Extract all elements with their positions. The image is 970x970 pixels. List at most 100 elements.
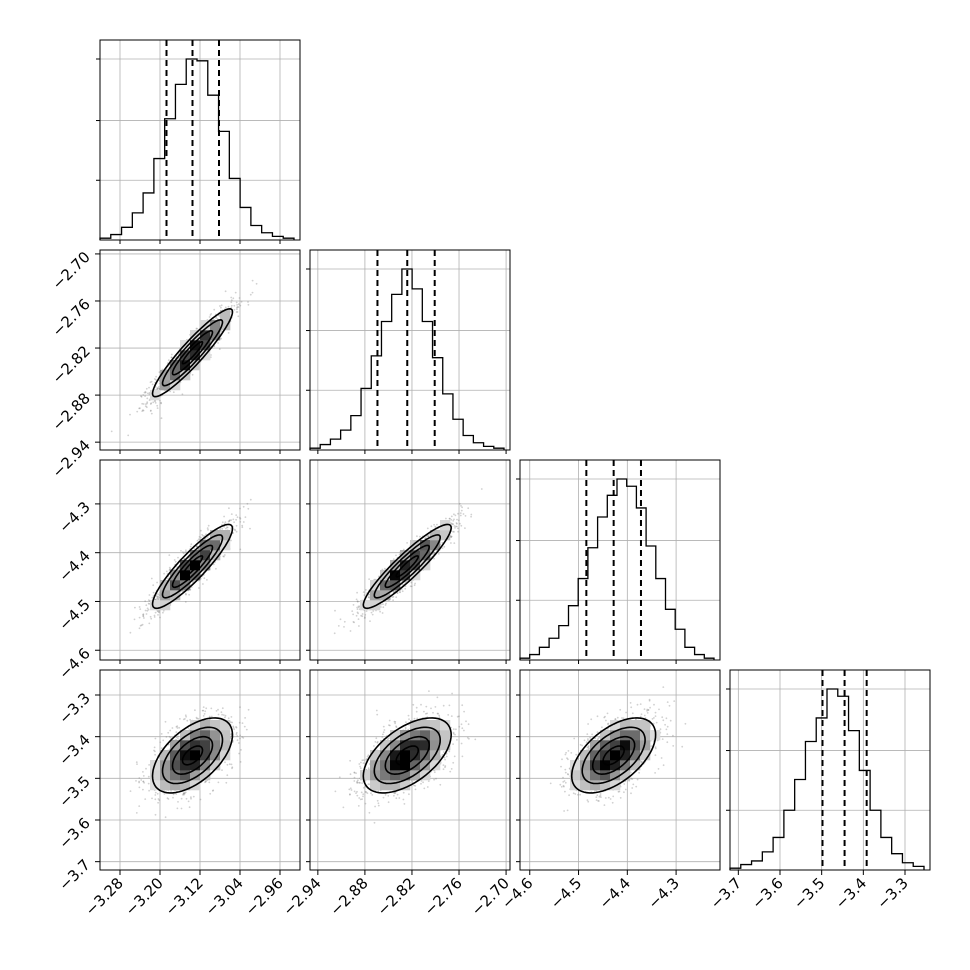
- scatter-point: [365, 589, 367, 591]
- scatter-point: [144, 390, 147, 393]
- scatter-point: [177, 556, 179, 559]
- scatter-point: [459, 522, 461, 525]
- scatter-point: [245, 728, 248, 731]
- scatter-point: [433, 523, 435, 526]
- scatter-point: [249, 498, 252, 501]
- scatter-point: [459, 512, 462, 514]
- scatter-point: [144, 391, 147, 394]
- scatter-point: [236, 311, 239, 313]
- scatter-point: [362, 591, 365, 593]
- scatter-point: [162, 609, 165, 612]
- scatter-point: [391, 596, 394, 598]
- scatter-point: [158, 387, 161, 390]
- scatter-point: [215, 710, 218, 712]
- scatter-point: [152, 584, 155, 587]
- scatter-point: [170, 353, 173, 356]
- scatter-point: [399, 591, 401, 593]
- scatter-point: [457, 530, 459, 533]
- scatter-point: [449, 517, 451, 520]
- scatter-point: [349, 630, 352, 632]
- scatter-point: [146, 401, 149, 404]
- scatter-point: [201, 533, 204, 536]
- scatter-point: [188, 593, 191, 596]
- scatter-point: [247, 507, 250, 510]
- scatter-point: [460, 524, 463, 527]
- scatter-point: [357, 618, 360, 620]
- scatter-point: [153, 614, 156, 617]
- scatter-point: [144, 798, 147, 800]
- scatter-point: [158, 611, 160, 614]
- scatter-point: [337, 625, 340, 627]
- density-bin: [150, 390, 161, 401]
- scatter-point: [230, 513, 233, 515]
- scatter-point: [235, 301, 238, 304]
- scatter-point: [155, 598, 158, 600]
- contour-level-0: [181, 341, 204, 365]
- scatter-point: [232, 725, 235, 728]
- scatter-point: [165, 736, 168, 738]
- scatter-point: [381, 612, 384, 614]
- scatter-point: [145, 403, 147, 405]
- scatter-point: [138, 616, 141, 619]
- scatter-point: [203, 713, 206, 715]
- scatter-point: [454, 527, 456, 529]
- scatter-point: [434, 525, 437, 528]
- scatter-point: [228, 520, 231, 522]
- scatter-point: [156, 609, 159, 612]
- scatter-point: [156, 596, 159, 599]
- scatter-point: [134, 606, 136, 609]
- scatter-point: [230, 716, 233, 718]
- scatter-point: [213, 308, 216, 311]
- scatter-point: [242, 521, 245, 523]
- scatter-point: [234, 291, 237, 294]
- scatter-point: [223, 515, 226, 518]
- scatter-point: [168, 569, 171, 572]
- scatter-point: [212, 563, 215, 566]
- scatter-point: [148, 393, 151, 396]
- scatter-point: [357, 612, 359, 615]
- scatter-point: [218, 348, 221, 350]
- scatter-point: [235, 518, 238, 521]
- scatter-point: [226, 763, 229, 766]
- scatter-point: [220, 337, 223, 340]
- scatter-point: [364, 614, 367, 616]
- scatter-point: [239, 548, 242, 551]
- scatter-point: [247, 301, 249, 303]
- scatter-point: [367, 596, 370, 599]
- scatter-point: [237, 306, 240, 308]
- scatter-point: [239, 521, 242, 523]
- scatter-point: [196, 327, 199, 330]
- scatter-point: [149, 403, 152, 405]
- scatter-point: [372, 610, 375, 612]
- scatter-point: [244, 516, 247, 518]
- scatter-point: [142, 615, 145, 618]
- scatter-point: [239, 507, 241, 510]
- scatter-point: [159, 616, 161, 619]
- scatter-point: [238, 742, 240, 744]
- scatter-point: [470, 515, 472, 518]
- scatter-point: [129, 790, 132, 792]
- scatter-point: [242, 505, 245, 508]
- scatter-point: [246, 502, 249, 505]
- scatter-point: [156, 595, 159, 598]
- scatter-point: [410, 585, 413, 588]
- scatter-point: [379, 610, 381, 613]
- scatter-point: [175, 731, 178, 733]
- density-bin: [180, 350, 191, 361]
- scatter-point: [230, 539, 232, 542]
- scatter-point: [232, 518, 235, 521]
- hist-panel-p1: [306, 249, 511, 451]
- scatter-point: [480, 488, 483, 490]
- scatter-point: [144, 405, 147, 408]
- scatter-point: [143, 391, 146, 394]
- scatter-point: [168, 566, 171, 569]
- scatter-point: [395, 596, 398, 599]
- scatter-point: [129, 631, 132, 634]
- scatter-point: [356, 600, 359, 603]
- scatter-point: [156, 387, 159, 390]
- scatter-point: [192, 580, 195, 582]
- scatter-point: [146, 607, 149, 610]
- scatter-point: [220, 306, 222, 309]
- scatter-point: [199, 577, 202, 580]
- scatter-point: [141, 402, 144, 405]
